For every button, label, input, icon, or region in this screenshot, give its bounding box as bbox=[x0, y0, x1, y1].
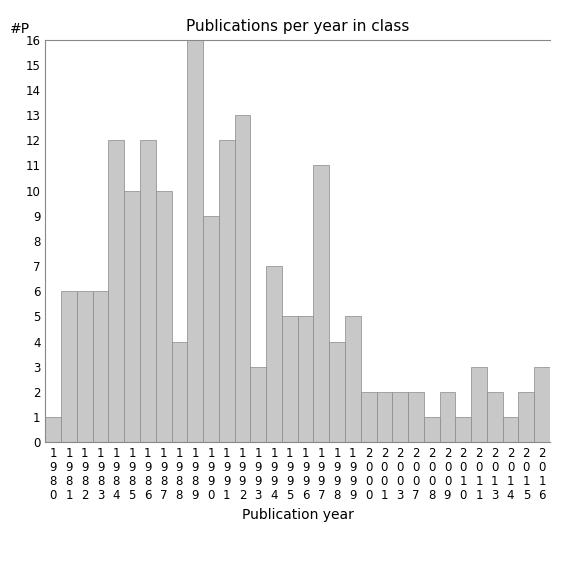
Bar bbox=[187, 40, 203, 442]
Bar bbox=[77, 291, 92, 442]
Bar bbox=[361, 392, 376, 442]
Bar bbox=[45, 417, 61, 442]
Bar bbox=[266, 266, 282, 442]
Bar bbox=[92, 291, 108, 442]
X-axis label: Publication year: Publication year bbox=[242, 507, 354, 522]
Bar bbox=[251, 367, 266, 442]
Bar bbox=[108, 141, 124, 442]
Bar bbox=[455, 417, 471, 442]
Bar bbox=[534, 367, 550, 442]
Title: Publications per year in class: Publications per year in class bbox=[186, 19, 409, 35]
Bar bbox=[282, 316, 298, 442]
Text: #P: #P bbox=[10, 22, 30, 36]
Bar bbox=[171, 341, 187, 442]
Bar bbox=[219, 141, 235, 442]
Bar bbox=[298, 316, 314, 442]
Bar bbox=[408, 392, 424, 442]
Bar bbox=[329, 341, 345, 442]
Bar bbox=[124, 191, 140, 442]
Bar bbox=[424, 417, 439, 442]
Bar bbox=[156, 191, 171, 442]
Bar bbox=[439, 392, 455, 442]
Bar bbox=[503, 417, 518, 442]
Bar bbox=[61, 291, 77, 442]
Bar bbox=[345, 316, 361, 442]
Bar bbox=[487, 392, 503, 442]
Bar bbox=[471, 367, 487, 442]
Bar bbox=[203, 216, 219, 442]
Bar bbox=[392, 392, 408, 442]
Bar bbox=[314, 166, 329, 442]
Bar bbox=[376, 392, 392, 442]
Bar bbox=[235, 115, 251, 442]
Bar bbox=[518, 392, 534, 442]
Bar bbox=[140, 141, 156, 442]
